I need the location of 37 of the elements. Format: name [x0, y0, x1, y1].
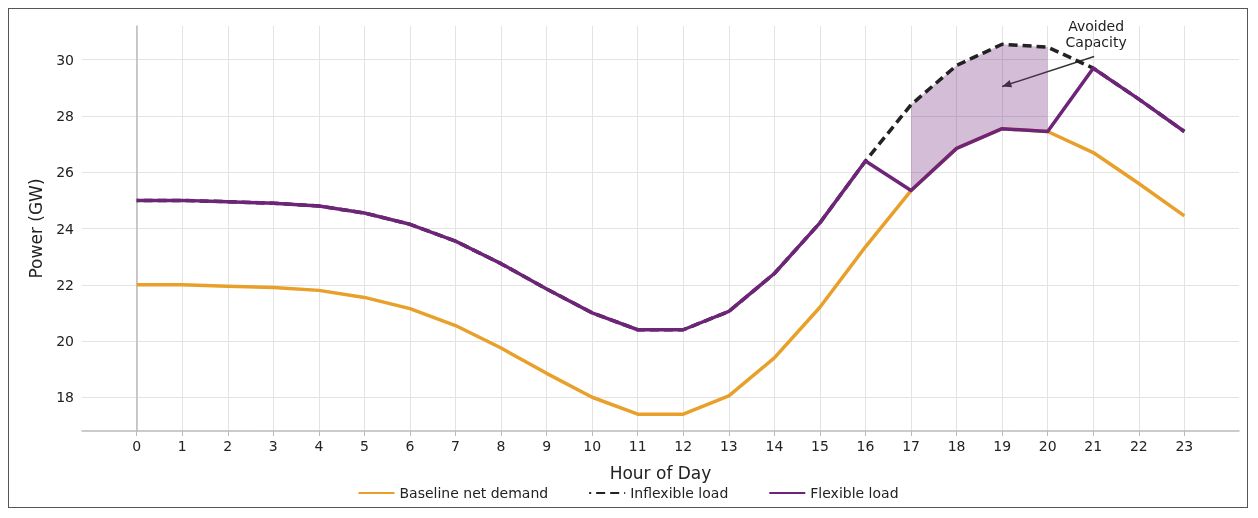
x-tick-label: 4 [314, 438, 324, 454]
x-tick-label: 20 [1038, 438, 1057, 454]
x-tick-label: 10 [583, 438, 602, 454]
y-tick-label: 28 [56, 108, 74, 124]
x-tick-label: 15 [811, 438, 829, 454]
x-tick-label: 19 [993, 438, 1012, 454]
x-tick-label: 6 [405, 438, 415, 454]
y-tick-label: 26 [56, 164, 75, 181]
x-tick-label: 9 [542, 438, 552, 454]
x-tick-label: 7 [451, 438, 460, 454]
x-tick-label: 2 [223, 438, 233, 454]
legend-label: Flexible load [810, 485, 899, 501]
x-tick-label: 0 [132, 438, 142, 454]
x-tick-label: 14 [765, 438, 784, 454]
x-tick-label: 12 [674, 438, 693, 454]
x-tick-label: 21 [1084, 438, 1103, 454]
x-tick-label: 11 [628, 438, 647, 454]
legend-label: Inflexible load [630, 485, 729, 501]
x-tick-label: 1 [177, 438, 187, 454]
annotation: Avoided Capacity [1065, 18, 1127, 51]
x-tick-label: 23 [1175, 438, 1194, 454]
y-tick-label: 20 [56, 333, 74, 349]
y-tick-label: 22 [56, 276, 74, 293]
x-tick-label: 5 [359, 438, 369, 454]
x-tick-label: 17 [902, 438, 920, 454]
x-tick-label: 22 [1129, 438, 1148, 454]
x-tick-label: 8 [496, 438, 506, 454]
legend-label: Baseline net demand [399, 485, 549, 501]
x-tick-label: 13 [719, 438, 738, 454]
x-tick-label: 18 [947, 438, 966, 454]
x-tick-label: 16 [856, 438, 875, 454]
x-tick-label: 3 [268, 438, 278, 454]
y-tick-label: 24 [56, 220, 75, 237]
y-tick-label: 30 [56, 51, 74, 68]
y-tick-label: 18 [56, 389, 74, 406]
y-axis-title: Power (GW) [25, 178, 46, 279]
x-axis-title: Hour of Day [609, 462, 712, 483]
